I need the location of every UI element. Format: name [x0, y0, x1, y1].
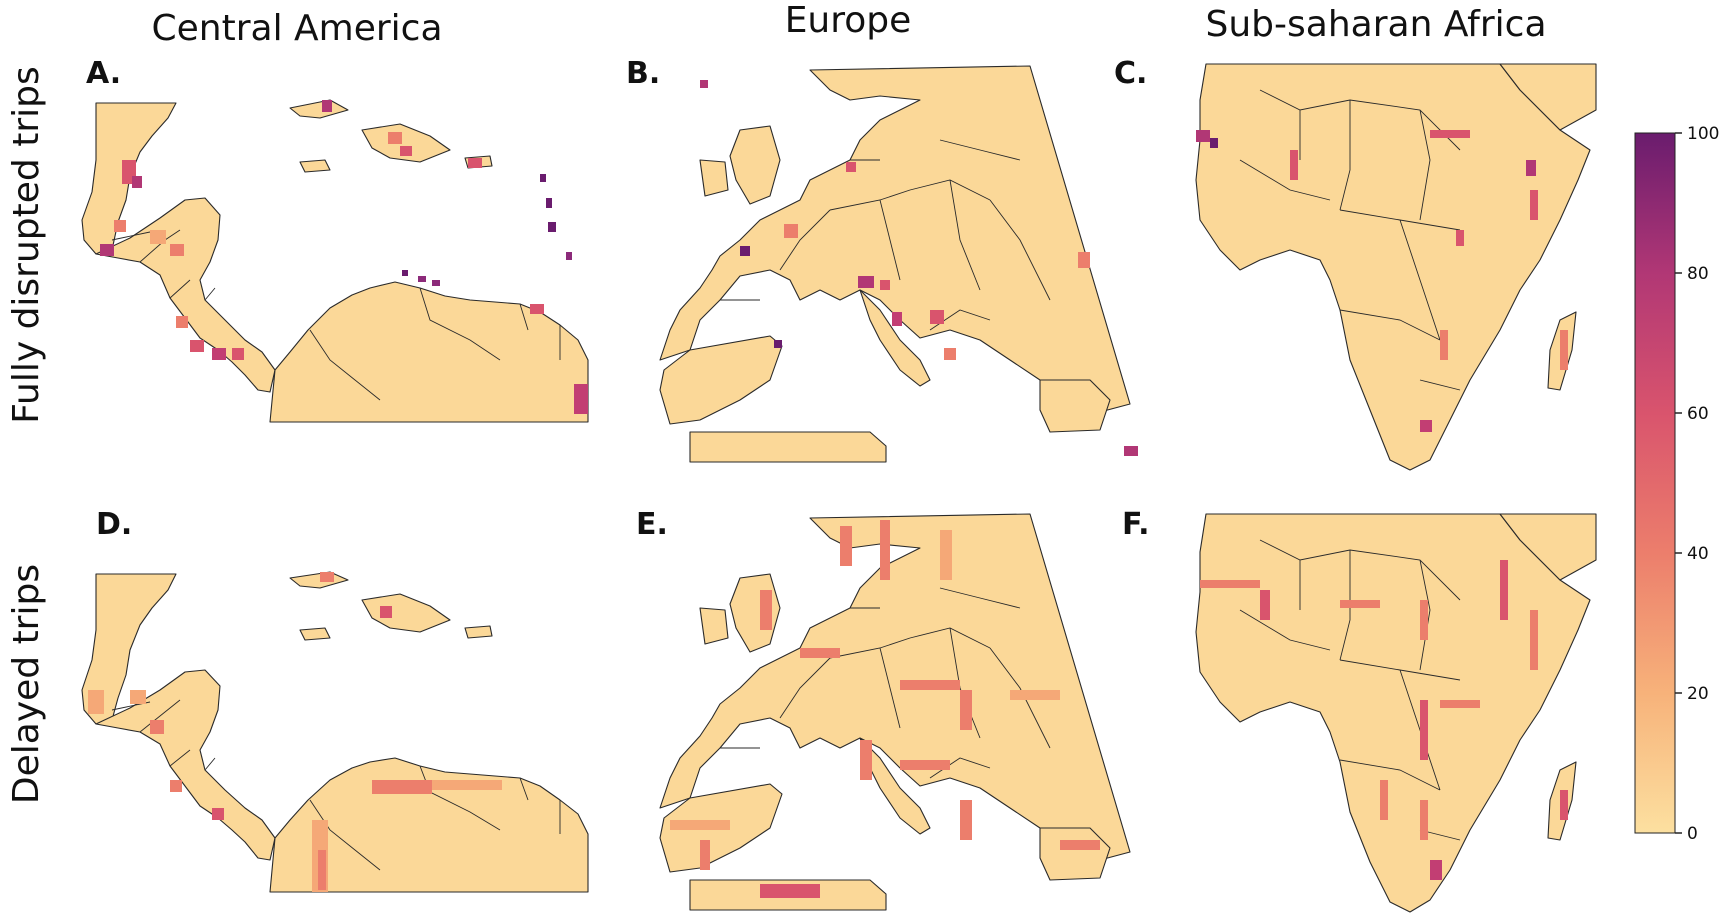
colorbar-tick-label: 60 [1687, 404, 1709, 424]
heat-cells [1200, 560, 1568, 880]
heat-cells [1196, 130, 1568, 432]
map-panel-f [1195, 513, 1597, 913]
colorbar-tick-label: 40 [1687, 544, 1709, 564]
panel-label-a: A. [86, 56, 121, 91]
column-title-sub-saharan-africa: Sub-saharan Africa [1206, 4, 1547, 45]
landmass [659, 65, 1131, 463]
colorbar: 100 80 60 40 20 0 [1634, 124, 1719, 844]
colorbar-ticks [1675, 132, 1682, 834]
map-panel-e [659, 513, 1131, 911]
column-title-europe: Europe [785, 0, 912, 41]
map-panel-c [1195, 63, 1597, 471]
colorbar-tick-label: 0 [1687, 824, 1698, 844]
landmass [81, 99, 589, 423]
map-panel-b [659, 65, 1138, 463]
heat-cells [100, 100, 588, 414]
heat-cells [700, 80, 1138, 456]
colorbar-tick-label: 20 [1687, 684, 1709, 704]
colorbar-gradient [1634, 132, 1676, 834]
panel-label-f: F. [1122, 507, 1149, 542]
row-title-fully-disrupted: Fully disrupted trips [6, 66, 47, 423]
colorbar-tick-label: 100 [1687, 124, 1719, 144]
row-title-delayed: Delayed trips [6, 564, 47, 804]
heat-cells [88, 572, 502, 892]
landmass [659, 513, 1131, 911]
landmass [1195, 63, 1597, 471]
colorbar-tick-label: 80 [1687, 264, 1709, 284]
country-borders [111, 699, 561, 871]
country-borders [1239, 89, 1461, 391]
map-panel-d [81, 571, 589, 893]
panel-label-e: E. [636, 507, 668, 542]
panel-label-d: D. [96, 507, 132, 542]
column-title-central-america: Central America [151, 8, 442, 49]
heat-cells [670, 520, 1100, 898]
landmass [1195, 513, 1597, 913]
landmass [81, 571, 589, 893]
country-borders [720, 139, 1051, 331]
panel-label-c: C. [1114, 56, 1147, 91]
panel-label-b: B. [626, 56, 660, 91]
map-panel-a [81, 99, 589, 423]
